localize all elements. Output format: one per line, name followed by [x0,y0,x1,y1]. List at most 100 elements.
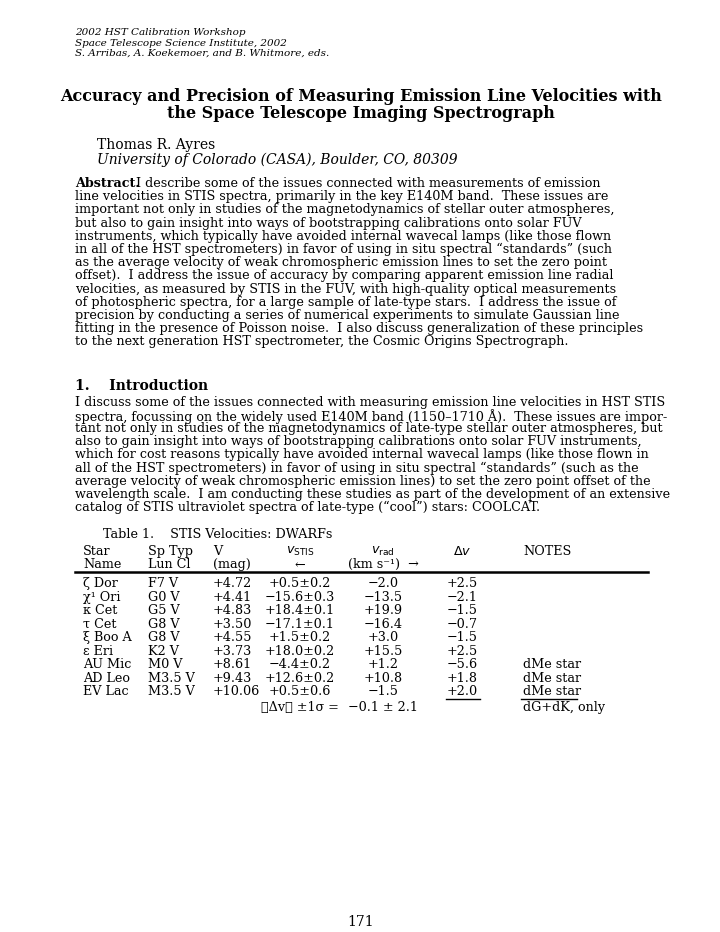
Text: I discuss some of the issues connected with measuring emission line velocities i: I discuss some of the issues connected w… [75,395,665,408]
Text: −5.6: −5.6 [446,658,477,671]
Text: dMe star: dMe star [523,672,581,685]
Text: tant not only in studies of the magnetodynamics of late-type stellar outer atmos: tant not only in studies of the magnetod… [75,422,662,435]
Text: which for cost reasons typically have avoided internal wavecal lamps (like those: which for cost reasons typically have av… [75,448,649,461]
Text: F7 V: F7 V [148,578,178,590]
Text: precision by conducting a series of numerical experiments to simulate Gaussian l: precision by conducting a series of nume… [75,309,619,322]
Text: −16.4: −16.4 [364,618,402,631]
Text: +2.0: +2.0 [446,685,477,698]
Text: 〈Δv〉 ±1σ =: 〈Δv〉 ±1σ = [261,701,339,714]
Text: (km s⁻¹)  →: (km s⁻¹) → [348,558,418,571]
Text: all of the HST spectrometers) in favor of using in situ spectral “standards” (su: all of the HST spectrometers) in favor o… [75,461,639,474]
Text: −1.5: −1.5 [446,631,477,644]
Text: +1.5±0.2: +1.5±0.2 [269,631,331,644]
Text: ←: ← [294,558,305,571]
Text: −1.5: −1.5 [367,685,398,698]
Text: $v_{\rm STIS}$: $v_{\rm STIS}$ [286,545,314,558]
Text: average velocity of weak chromospheric emission lines) to set the zero point off: average velocity of weak chromospheric e… [75,474,651,487]
Text: line velocities in STIS spectra, primarily in the key E140M band.  These issues : line velocities in STIS spectra, primari… [75,190,608,203]
Text: wavelength scale.  I am conducting these studies as part of the development of a: wavelength scale. I am conducting these … [75,488,670,501]
Text: Accuracy and Precision of Measuring Emission Line Velocities with: Accuracy and Precision of Measuring Emis… [60,88,662,105]
Text: +4.83: +4.83 [213,604,252,617]
Text: in all of the HST spectrometers) in favor of using in situ spectral “standards” : in all of the HST spectrometers) in favo… [75,243,612,256]
Text: instruments, which typically have avoided internal wavecal lamps (like those flo: instruments, which typically have avoide… [75,230,611,243]
Text: Thomas R. Ayres: Thomas R. Ayres [97,138,215,152]
Text: G5 V: G5 V [148,604,180,617]
Text: I describe some of the issues connected with measurements of emission: I describe some of the issues connected … [136,177,600,190]
Text: ε Eri: ε Eri [83,645,113,658]
Text: +3.73: +3.73 [213,645,252,658]
Text: also to gain insight into ways of bootstrapping calibrations onto solar FUV inst: also to gain insight into ways of bootst… [75,435,642,448]
Text: University of Colorado (CASA), Boulder, CO, 80309: University of Colorado (CASA), Boulder, … [97,153,458,168]
Text: +0.5±0.2: +0.5±0.2 [269,578,331,590]
Text: as the average velocity of weak chromospheric emission lines to set the zero poi: as the average velocity of weak chromosp… [75,256,607,269]
Text: velocities, as measured by STIS in the FUV, with high-quality optical measuremen: velocities, as measured by STIS in the F… [75,282,616,295]
Text: 171: 171 [348,915,374,929]
Text: −0.1 ± 2.1: −0.1 ± 2.1 [348,701,418,714]
Text: dG+dK, only: dG+dK, only [523,701,605,714]
Text: −2.0: −2.0 [367,578,398,590]
Text: $v_{\rm rad}$: $v_{\rm rad}$ [372,545,395,558]
Text: Table 1.    STIS Velocities: DWARFs: Table 1. STIS Velocities: DWARFs [103,528,333,541]
Text: EV Lac: EV Lac [83,685,129,698]
Text: +8.61: +8.61 [213,658,252,671]
Text: +18.0±0.2: +18.0±0.2 [265,645,335,658]
Text: κ Cet: κ Cet [83,604,117,617]
Text: 2002 HST Calibration Workshop: 2002 HST Calibration Workshop [75,28,246,37]
Text: (mag): (mag) [213,558,251,571]
Text: +3.0: +3.0 [367,631,399,644]
Text: +10.06: +10.06 [213,685,260,698]
Text: +9.43: +9.43 [213,672,252,685]
Text: +19.9: +19.9 [364,604,402,617]
Text: χ¹ Ori: χ¹ Ori [83,591,120,604]
Text: −15.6±0.3: −15.6±0.3 [265,591,335,604]
Text: G8 V: G8 V [148,631,179,644]
Text: G8 V: G8 V [148,618,179,631]
Text: G0 V: G0 V [148,591,179,604]
Text: +1.2: +1.2 [367,658,398,671]
Text: +2.5: +2.5 [446,645,477,658]
Text: Lun Cl: Lun Cl [148,558,191,571]
Text: Name: Name [83,558,122,571]
Text: M3.5 V: M3.5 V [148,685,195,698]
Text: Abstract.: Abstract. [75,177,140,190]
Text: +2.5: +2.5 [446,578,477,590]
Text: S. Arribas, A. Koekemoer, and B. Whitmore, eds.: S. Arribas, A. Koekemoer, and B. Whitmor… [75,49,329,58]
Text: −2.1: −2.1 [446,591,477,604]
Text: offset).  I address the issue of accuracy by comparing apparent emission line ra: offset). I address the issue of accuracy… [75,269,613,282]
Text: −13.5: −13.5 [364,591,402,604]
Text: V: V [213,545,222,558]
Text: $\Delta v$: $\Delta v$ [453,545,471,558]
Text: −0.7: −0.7 [446,618,477,631]
Text: +4.72: +4.72 [213,578,252,590]
Text: Star: Star [83,545,111,558]
Text: the Space Telescope Imaging Spectrograph: the Space Telescope Imaging Spectrograph [167,105,555,122]
Text: NOTES: NOTES [523,545,571,558]
Text: ξ Boo A: ξ Boo A [83,631,132,644]
Text: +15.5: +15.5 [364,645,402,658]
Text: +3.50: +3.50 [213,618,253,631]
Text: −1.5: −1.5 [446,604,477,617]
Text: +10.8: +10.8 [364,672,402,685]
Text: −17.1±0.1: −17.1±0.1 [265,618,335,631]
Text: important not only in studies of the magnetodynamics of stellar outer atmosphere: important not only in studies of the mag… [75,203,614,216]
Text: +4.41: +4.41 [213,591,252,604]
Text: +12.6±0.2: +12.6±0.2 [265,672,335,685]
Text: 1.    Introduction: 1. Introduction [75,378,208,392]
Text: of photospheric spectra, for a large sample of late-type stars.  I address the i: of photospheric spectra, for a large sam… [75,295,616,308]
Text: ζ Dor: ζ Dor [83,578,118,590]
Text: fitting in the presence of Poisson noise.  I also discuss generalization of thes: fitting in the presence of Poisson noise… [75,322,643,336]
Text: to the next generation HST spectrometer, the Cosmic Origins Spectrograph.: to the next generation HST spectrometer,… [75,336,569,349]
Text: −4.4±0.2: −4.4±0.2 [269,658,331,671]
Text: τ Cet: τ Cet [83,618,117,631]
Text: Sp Typ: Sp Typ [148,545,193,558]
Text: Space Telescope Science Institute, 2002: Space Telescope Science Institute, 2002 [75,38,287,48]
Text: M0 V: M0 V [148,658,182,671]
Text: dMe star: dMe star [523,658,581,671]
Text: catalog of STIS ultraviolet spectra of late-type (“cool”) stars: COOLCAT.: catalog of STIS ultraviolet spectra of l… [75,501,540,514]
Text: M3.5 V: M3.5 V [148,672,195,685]
Text: spectra, focussing on the widely used E140M band (1150–1710 Å).  These issues ar: spectra, focussing on the widely used E1… [75,409,667,424]
Text: +4.55: +4.55 [213,631,253,644]
Text: K2 V: K2 V [148,645,179,658]
Text: +18.4±0.1: +18.4±0.1 [265,604,335,617]
Text: but also to gain insight into ways of bootstrapping calibrations onto solar FUV: but also to gain insight into ways of bo… [75,216,582,229]
